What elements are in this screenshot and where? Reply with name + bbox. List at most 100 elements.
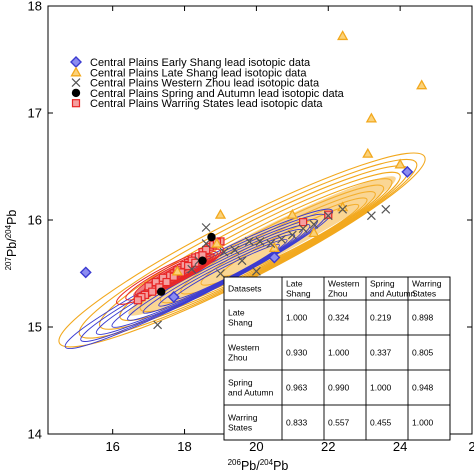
table-row-label: Spring bbox=[228, 378, 253, 388]
table-cell-border bbox=[407, 404, 451, 441]
table-background bbox=[223, 276, 451, 441]
table-value-cell: 1.000 bbox=[286, 313, 308, 323]
data-point bbox=[299, 218, 308, 227]
data-point bbox=[198, 256, 207, 265]
table-header-cell: States bbox=[412, 289, 436, 299]
data-point bbox=[338, 204, 348, 214]
y-tick-label: 17 bbox=[28, 106, 42, 121]
table-header-cell: Western bbox=[328, 279, 360, 289]
data-point bbox=[201, 223, 211, 232]
table-value-cell: 0.557 bbox=[328, 418, 350, 428]
data-point bbox=[148, 287, 157, 296]
data-point bbox=[381, 204, 391, 214]
data-point bbox=[244, 236, 254, 246]
x-axis-title: 206Pb/204Pb bbox=[228, 458, 289, 473]
y-tick-label: 14 bbox=[28, 427, 42, 442]
data-point bbox=[237, 256, 247, 266]
table-value-cell: 1.000 bbox=[412, 418, 434, 428]
late-shang-contour bbox=[78, 158, 418, 339]
data-point bbox=[324, 210, 333, 219]
table-header-cell: Zhou bbox=[328, 289, 348, 299]
table-value-cell: 0.219 bbox=[370, 313, 392, 323]
legend-marker bbox=[71, 88, 81, 98]
data-point bbox=[298, 224, 308, 233]
data-point bbox=[162, 277, 171, 287]
table-value-cell: 0.963 bbox=[286, 383, 308, 393]
data-point bbox=[216, 269, 225, 278]
data-point bbox=[401, 165, 414, 178]
y-tick-label: 15 bbox=[28, 320, 42, 335]
data-point bbox=[153, 320, 163, 330]
warring-states-contour bbox=[116, 246, 225, 305]
table-row-label: Zhou bbox=[228, 353, 248, 363]
data-point bbox=[133, 296, 142, 305]
data-point bbox=[230, 245, 240, 255]
data-point bbox=[219, 247, 229, 257]
legend-entry: Central Plains Western Zhou lead isotopi… bbox=[90, 78, 320, 90]
data-point bbox=[187, 264, 197, 274]
table-value-cell: 0.990 bbox=[328, 383, 350, 393]
table-row-label: Shang bbox=[228, 318, 253, 328]
legend-entry: Central Plains Warring States lead isoto… bbox=[90, 98, 323, 110]
data-point bbox=[365, 112, 378, 123]
data-point bbox=[156, 287, 166, 296]
table-value-cell: 0.455 bbox=[370, 418, 392, 428]
legend-marker bbox=[71, 99, 81, 108]
table-header-cell: Warring bbox=[412, 279, 442, 289]
legend-entry: Central Plains Spring and Autumn lead is… bbox=[90, 88, 345, 100]
table-header-cell: and Autumn bbox=[370, 289, 416, 299]
legend: Central Plains Early Shang lead isotopic… bbox=[70, 56, 345, 110]
data-point bbox=[255, 236, 265, 246]
table-value-cell: 0.930 bbox=[286, 348, 308, 358]
data-point bbox=[214, 208, 227, 219]
table-value-cell: 0.337 bbox=[370, 348, 392, 358]
legend-marker bbox=[70, 66, 82, 77]
data-point bbox=[207, 232, 216, 242]
table-row-label: Late bbox=[228, 308, 245, 318]
data-point bbox=[171, 265, 183, 276]
data-point bbox=[79, 266, 92, 279]
data-point bbox=[201, 239, 211, 248]
table-row-label: Warring bbox=[228, 413, 258, 423]
data-point bbox=[167, 291, 180, 304]
data-point bbox=[394, 158, 406, 169]
table-value-cell: 0.948 bbox=[412, 383, 434, 393]
table-header-cell: Spring bbox=[370, 279, 395, 289]
x-tick-label: 20 bbox=[249, 439, 263, 454]
table-row-label: and Autumn bbox=[228, 388, 274, 398]
data-point bbox=[309, 219, 319, 229]
data-point bbox=[337, 30, 349, 41]
data-point bbox=[268, 251, 281, 264]
data-point bbox=[286, 208, 298, 219]
axis-ticks: 16 18 20 22 24 2 14 15 16 17 18 bbox=[28, 0, 474, 454]
x-tick-label: 16 bbox=[105, 439, 119, 454]
x-tick-label: 24 bbox=[393, 439, 407, 454]
table-header-cell: Datasets bbox=[228, 284, 262, 294]
table-value-cell: 0.833 bbox=[286, 418, 308, 428]
table-header-cell: Shang bbox=[286, 289, 311, 299]
legend-entry: Central Plains Late Shang lead isotopic … bbox=[90, 67, 307, 79]
table-row-label: Western bbox=[228, 343, 260, 353]
data-point bbox=[308, 227, 320, 237]
y-tick-label: 16 bbox=[28, 213, 42, 228]
late-shang-contour bbox=[119, 171, 401, 321]
data-point bbox=[323, 211, 333, 221]
data-point bbox=[366, 211, 376, 221]
table-value-cell: 0.324 bbox=[328, 313, 350, 323]
data-point bbox=[416, 79, 428, 90]
table-value-cell: 0.898 bbox=[412, 313, 434, 323]
x-tick-label: 2 bbox=[468, 439, 474, 454]
x-tick-label: 18 bbox=[177, 439, 191, 454]
table-row-label: States bbox=[228, 423, 252, 433]
table-header-cell: Late bbox=[286, 279, 303, 289]
legend-marker bbox=[70, 56, 82, 68]
data-point bbox=[287, 230, 297, 240]
data-point bbox=[277, 234, 286, 244]
legend-marker bbox=[71, 78, 81, 88]
table-value-cell: 1.000 bbox=[328, 348, 350, 358]
warring-states-contour bbox=[125, 248, 222, 301]
table-value-cell: 0.805 bbox=[412, 348, 434, 358]
data-point bbox=[251, 266, 261, 276]
data-point bbox=[266, 239, 276, 248]
